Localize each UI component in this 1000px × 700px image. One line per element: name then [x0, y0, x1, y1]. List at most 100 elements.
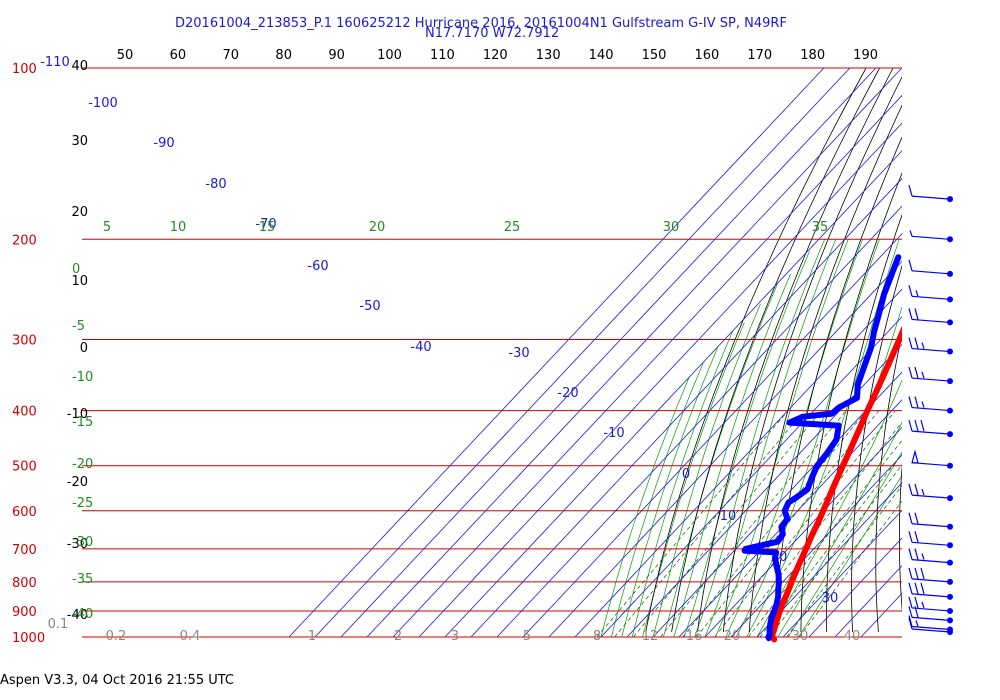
wind-barb-half-feather [915, 290, 919, 297]
wind-barb-feather [908, 531, 913, 543]
wind-barb-staff [911, 628, 951, 633]
theta-label: 110 [430, 48, 455, 63]
dry-adiabat-line [748, 104, 902, 633]
moist-adiabat-left-label: 0 [72, 262, 80, 277]
wind-barb-feather [908, 617, 913, 630]
wind-barb-half-feather [921, 488, 925, 496]
wind-barb-feather [908, 259, 913, 271]
wind-barb-feather [908, 366, 913, 379]
mixing-ratio-label: 0.1 [48, 617, 69, 632]
dry-adiabat-line [697, 68, 894, 633]
theta-label: 100 [377, 48, 402, 63]
wind-barb-staff [911, 578, 951, 583]
wind-barb [908, 483, 953, 502]
wind-barb-half-feather [921, 601, 925, 609]
wind-barb [908, 337, 953, 355]
isotherm-label: -110 [40, 55, 70, 70]
isotherm-label: 0 [682, 467, 690, 482]
moist-adiabat-line [704, 239, 837, 638]
wind-barb [908, 184, 953, 203]
wind-barb-feather [920, 582, 925, 594]
wind-barb-half-feather [921, 342, 925, 349]
moist-adiabat-left-label: -10 [72, 370, 93, 385]
isotherm-line [444, 150, 902, 638]
isotherm-line [574, 288, 902, 638]
moist-adiabat-left-label: -5 [72, 319, 85, 334]
isotherm-line [418, 122, 902, 638]
mixing-ratio-label: 20 [724, 629, 741, 644]
temperature-axis-label: 30 [71, 134, 88, 149]
theta-label: 190 [853, 48, 878, 63]
dry-adiabat-line [774, 136, 902, 633]
wind-barb-feather [914, 582, 919, 594]
isotherm-label: -100 [88, 96, 118, 111]
temperature-axis-label: -20 [67, 475, 88, 490]
isotherm-line [314, 68, 851, 638]
mixing-ratio-label: 0.2 [106, 629, 127, 644]
wind-barb [908, 396, 953, 414]
wind-barb-feather [914, 419, 919, 432]
mixing-ratio-label: 8 [593, 629, 601, 644]
dry-adiabat-line [966, 68, 1000, 632]
wind-barb [908, 259, 953, 277]
wind-barb-feather [908, 512, 913, 524]
wind-barb-staff [911, 541, 951, 546]
wind-barb-half-feather [921, 371, 925, 379]
wind-barb-feather [908, 567, 913, 580]
wind-barb-staff [911, 377, 951, 382]
wind-barb-feather [920, 419, 925, 432]
temperature-axis-label: -10 [67, 407, 88, 422]
dry-adiabat-line [851, 264, 902, 633]
moist-adiabat-left-label: -30 [72, 535, 93, 550]
wind-barb-staff [911, 295, 951, 300]
moist-adiabat-label: 20 [369, 220, 386, 235]
wind-barb-feather [908, 596, 913, 609]
pressure-label: 700 [12, 543, 37, 558]
isotherm-line [548, 260, 902, 638]
wind-barb [908, 512, 953, 530]
theta-label: 180 [800, 48, 825, 63]
wind-barb [908, 308, 953, 326]
wind-barb-feather [914, 337, 919, 349]
wind-barb [908, 285, 953, 303]
moist-adiabat-line [611, 362, 704, 638]
wind-barb-feather [914, 596, 919, 609]
wind-barb [908, 615, 953, 633]
moist-adiabat-line [673, 273, 791, 638]
isotherm-line [496, 205, 902, 638]
wind-barb-feather [908, 184, 913, 197]
theta-label: 120 [483, 48, 508, 63]
moist-adiabat-label: 5 [103, 220, 111, 235]
isotherm-label: -70 [255, 217, 276, 232]
moist-adiabat-line [683, 251, 810, 638]
isotherm-line [730, 454, 902, 638]
wind-barb-feather [908, 419, 913, 432]
temperature-axis-label: -40 [67, 608, 88, 623]
moist-adiabat-line [631, 330, 733, 638]
isolated-temperature-point [935, 165, 941, 171]
wind-barb-staff [911, 607, 951, 612]
wind-barb [908, 567, 953, 585]
mixing-ratio-label: 1 [308, 629, 316, 644]
wind-barb-feather [908, 582, 913, 594]
wind-barb [908, 366, 953, 385]
isotherm-line [392, 94, 902, 638]
isotherm-line [470, 177, 902, 638]
mixing-ratio-label: 0.4 [180, 629, 201, 644]
isotherm-line [522, 233, 902, 638]
mixing-ratio-label: 2 [394, 629, 402, 644]
wind-barb-staff [911, 430, 951, 435]
moist-adiabat-label: 15 [259, 220, 276, 235]
wind-barb-staff [911, 406, 951, 412]
isotherm-line [808, 537, 902, 638]
moist-adiabat-left-label: -40 [72, 607, 93, 622]
wind-barb-feather [914, 567, 919, 580]
temperature-profile [769, 325, 902, 643]
wind-barb-feather [914, 548, 919, 560]
wind-barb-staff [911, 270, 951, 275]
wind-barb [908, 596, 953, 614]
temperature-axis-label: 40 [71, 59, 88, 74]
mixing-ratio-label: 3 [451, 629, 459, 644]
wind-barb [908, 548, 953, 566]
